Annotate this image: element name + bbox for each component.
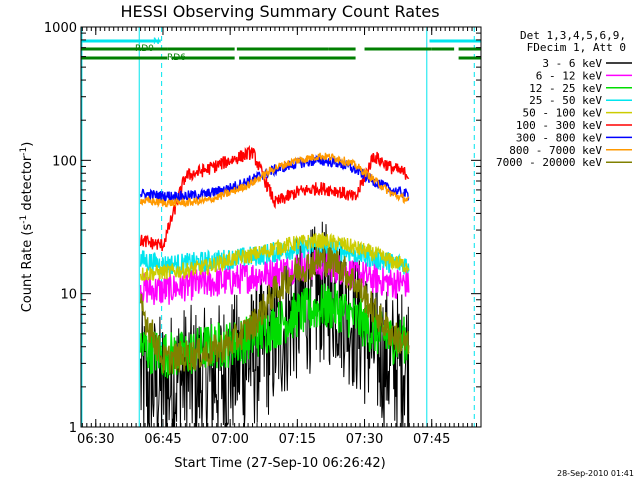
legend-label: 7000 - 20000 keV xyxy=(496,156,602,169)
legend-label: 300 - 800 keV xyxy=(516,131,602,144)
series-line-4 xyxy=(139,236,410,275)
series-line-9 xyxy=(139,246,410,374)
legend-header-line-2: FDecim 1, Att 0 xyxy=(527,41,626,54)
x-tick-label: 07:00 xyxy=(211,432,248,447)
y-axis-label: Count Rate (s-1 detector-1) xyxy=(19,142,35,313)
series-line-6 xyxy=(139,144,410,252)
chart-title: HESSI Observing Summary Count Rates xyxy=(120,2,439,21)
legend-label: 50 - 100 keV xyxy=(523,107,603,120)
x-tick-label: 07:30 xyxy=(346,432,383,447)
y-axis: 1 10 100 1000 xyxy=(44,21,481,436)
x-tick-label: 07:15 xyxy=(279,432,316,447)
legend-header-line-1: Det 1,3,4,5,6,9, xyxy=(520,29,626,42)
plot-frame xyxy=(80,26,482,428)
y-tick-label: 10 xyxy=(60,288,77,303)
legend-label: 3 - 6 keV xyxy=(542,57,602,70)
legend-label: 800 - 7000 keV xyxy=(509,144,602,157)
legend-label: 6 - 12 keV xyxy=(536,69,603,82)
series-line-3 xyxy=(139,283,410,379)
legend: Det 1,3,4,5,6,9, FDecim 1, Att 0 3 - 6 k… xyxy=(496,29,632,169)
legend-label: 12 - 25 keV xyxy=(529,82,602,95)
x-tick-label: 06:30 xyxy=(77,432,114,447)
flag-label: RD6 xyxy=(167,53,186,63)
flag-label: RD0 xyxy=(135,44,154,54)
x-axis-label: Start Time (27-Sep-10 06:26:42) xyxy=(174,456,385,471)
x-tick-label: 06:45 xyxy=(144,432,181,447)
y-tick-label: 1 xyxy=(69,421,77,436)
series-line-5 xyxy=(139,231,410,283)
flag-label: N xyxy=(153,37,160,47)
x-tick-label: 07:45 xyxy=(413,432,450,447)
series-line-8 xyxy=(139,152,410,208)
legend-label: 100 - 300 keV xyxy=(516,119,602,132)
legend-label: 25 - 50 keV xyxy=(529,94,602,107)
y-tick-label: 100 xyxy=(52,154,77,169)
generation-timestamp: 28-Sep-2010 01:41 xyxy=(557,469,634,478)
x-axis: 06:30 06:45 07:00 07:15 07:30 07:45 xyxy=(77,27,482,447)
y-tick-label: 1000 xyxy=(44,21,77,36)
